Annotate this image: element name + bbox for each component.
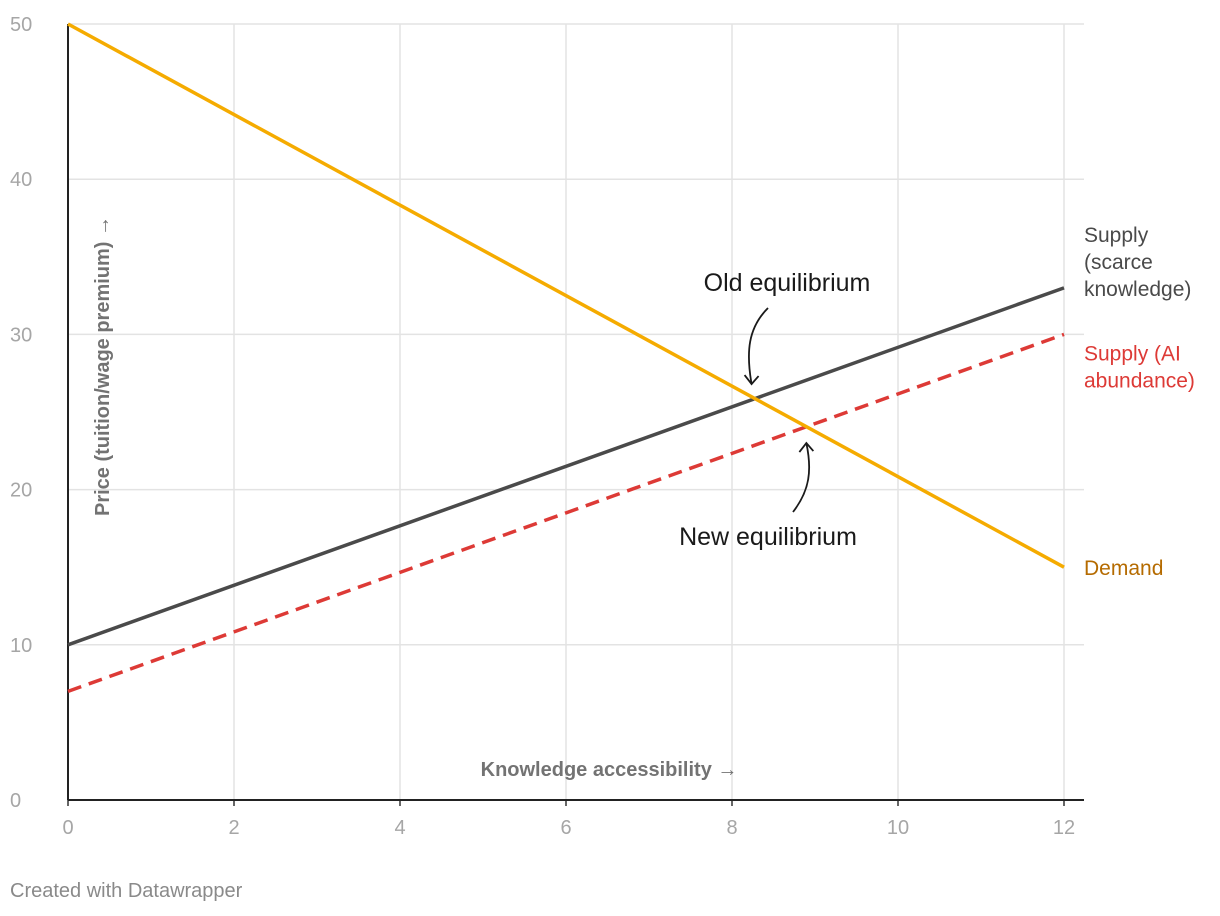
annotations: Old equilibrium New equilibrium — [679, 269, 870, 551]
series-label: Demand — [1084, 557, 1163, 580]
series-line — [67, 22, 1065, 569]
x-tick-label: 4 — [394, 817, 405, 839]
series-lines — [67, 22, 1065, 694]
y-tick-label: 20 — [10, 480, 32, 502]
x-tick-label: 8 — [726, 817, 737, 839]
x-tick-label: 12 — [1053, 817, 1075, 839]
y-tick-label: 50 — [10, 14, 32, 36]
series-label-line: abundance) — [1084, 369, 1195, 392]
y-tick-label: 40 — [10, 169, 32, 191]
series-labels: Supply (scarce knowledge) Supply (AI abundan… — [1084, 224, 1195, 580]
x-tick-label: 10 — [887, 817, 909, 839]
arrowhead — [798, 441, 815, 453]
y-axis-title: Price (tuition/wage premium) → — [92, 216, 114, 516]
y-tick-label: 0 — [10, 790, 21, 812]
y-tick-label: 30 — [10, 324, 32, 346]
x-axis-title: Knowledge accessibility → — [481, 759, 738, 781]
series-label-line: Supply — [1084, 224, 1149, 247]
series-label-line: Demand — [1084, 557, 1163, 580]
annotation-old-equilibrium: Old equilibrium — [704, 269, 871, 297]
series-label-line: Supply (AI — [1084, 342, 1181, 365]
series-line — [67, 332, 1065, 694]
series-label: Supply (scarce knowledge) — [1084, 224, 1191, 301]
y-tick-label: 10 — [10, 635, 32, 657]
series-label-line: knowledge) — [1084, 278, 1191, 301]
x-tick-label: 6 — [560, 817, 571, 839]
arrowhead — [743, 374, 760, 386]
credit-text: Created with Datawrapper — [10, 880, 243, 902]
axes: 0 10 20 30 40 50 0 2 4 6 8 10 12 — [10, 14, 1084, 839]
series-line — [67, 286, 1065, 647]
x-tick-label: 0 — [62, 817, 73, 839]
annotation-arrow — [747, 307, 769, 385]
annotation-arrow — [792, 442, 811, 513]
annotation-new-equilibrium: New equilibrium — [679, 523, 857, 551]
series-label-line: (scarce — [1084, 251, 1153, 274]
grid — [68, 23, 1084, 800]
series-label: Supply (AI abundance) — [1084, 342, 1195, 392]
x-tick-label: 2 — [228, 817, 239, 839]
chart: 0 10 20 30 40 50 0 2 4 6 8 10 12 Supply (scarce knowle… — [10, 14, 1195, 839]
